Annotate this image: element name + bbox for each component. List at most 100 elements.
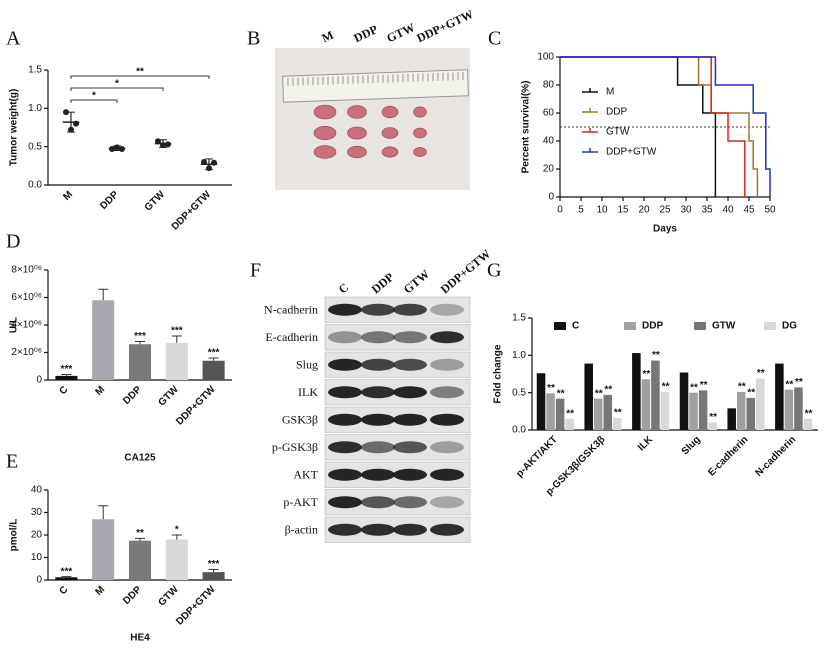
bar	[727, 408, 736, 430]
tumor	[347, 105, 367, 119]
bar	[736, 391, 746, 430]
bar	[803, 418, 813, 430]
row-label: β-actin	[285, 523, 318, 537]
blot-band	[361, 496, 395, 509]
significance-label: ***	[61, 566, 73, 577]
blot-band	[361, 358, 395, 371]
significance-label: **	[595, 388, 603, 399]
blot-band	[430, 523, 464, 536]
data-point	[68, 126, 74, 133]
legend-label: DDP	[606, 107, 627, 118]
legend-swatch	[624, 322, 636, 330]
column-label: DDP	[352, 22, 380, 45]
y-tick-label: 1.0	[28, 103, 42, 114]
y-tick-label: 8×10⁰⁶	[11, 265, 42, 276]
tumor	[381, 105, 399, 119]
legend-label: DDP+GTW	[606, 147, 657, 158]
x-tick-label: GTW	[157, 584, 182, 609]
significance-label: *	[115, 79, 119, 90]
y-axis-label: Tumor weight(g)	[9, 89, 20, 167]
legend-swatch	[764, 322, 776, 330]
blot-band	[328, 413, 362, 426]
data-point	[114, 144, 120, 151]
legend-label: GTW	[712, 321, 736, 332]
x-tick-label: DDP	[121, 584, 144, 607]
x-tick-label: 0	[557, 205, 563, 216]
x-tick-label: 40	[722, 205, 734, 216]
y-tick-label: 0.0	[512, 425, 526, 436]
tumor	[381, 146, 399, 158]
x-tick-label: GTW	[143, 189, 168, 214]
blot-band	[328, 496, 362, 509]
data-point	[165, 141, 171, 148]
x-tick-label: ILK	[636, 434, 656, 454]
significance-label: **	[566, 408, 574, 419]
blot-band	[328, 523, 362, 536]
bar	[128, 344, 152, 380]
comparison-bracket	[70, 75, 210, 79]
bar	[128, 540, 152, 580]
x-tick-label: M	[94, 584, 108, 598]
tumor	[347, 145, 367, 159]
bar	[756, 378, 765, 430]
significance-label: ***	[61, 364, 73, 375]
y-tick-label: 100	[537, 52, 554, 63]
bar	[698, 390, 708, 430]
y-tick-label: 0	[548, 192, 554, 203]
significance-label: **	[738, 382, 746, 393]
x-tick-label: p-AKT/AKT	[514, 434, 559, 479]
x-tick-label: M	[94, 384, 108, 398]
x-tick-label: N-cadherin	[753, 434, 798, 479]
y-tick-label: 1.0	[512, 350, 526, 361]
bar	[565, 418, 574, 430]
blot-band	[393, 496, 427, 509]
blot-band	[361, 413, 395, 426]
survival-curve	[560, 56, 771, 197]
y-axis-label: Fold change	[493, 344, 504, 403]
blot-band	[393, 386, 427, 399]
bar	[546, 393, 555, 430]
panel-letter: A	[6, 28, 21, 50]
blot-band	[430, 358, 464, 371]
significance-label: ***	[171, 326, 183, 337]
bar	[593, 398, 603, 430]
x-tick-label: 50	[764, 205, 776, 216]
blot-band	[328, 441, 362, 454]
significance-label: **	[690, 382, 698, 393]
bar	[584, 363, 593, 430]
x-tick-label: 10	[596, 205, 608, 216]
row-label: GSK3β	[282, 413, 318, 427]
bar	[613, 418, 622, 430]
row-label: N-cadherin	[264, 303, 318, 317]
x-tick-label: 15	[617, 205, 629, 216]
bar	[92, 300, 115, 380]
tumor	[313, 145, 337, 159]
blot-band	[361, 523, 395, 536]
blot-band	[328, 386, 362, 399]
bar	[784, 389, 794, 430]
y-tick-label: 40	[31, 485, 43, 496]
y-tick-label: 1.5	[512, 313, 526, 324]
data-point	[119, 145, 125, 152]
significance-label: *	[92, 91, 96, 102]
blot-band	[328, 468, 362, 481]
row-label: AKT	[293, 468, 318, 482]
blot-band	[430, 413, 464, 426]
significance-label: **	[652, 350, 660, 361]
blot-band	[328, 358, 362, 371]
panel-letter: E	[6, 451, 18, 473]
tumor	[413, 127, 427, 139]
x-axis-label: HE4	[130, 633, 150, 644]
bar	[632, 353, 641, 430]
significance-label: **	[786, 379, 794, 390]
blot-band	[393, 358, 427, 371]
data-point	[211, 159, 217, 166]
tumor	[347, 126, 367, 140]
data-point	[155, 138, 161, 145]
blot-band	[361, 303, 395, 316]
blot-band	[393, 468, 427, 481]
legend-label: M	[606, 87, 614, 98]
y-tick-label: 0.5	[512, 387, 526, 398]
blot-band	[393, 331, 427, 344]
x-tick-label: 45	[743, 205, 755, 216]
